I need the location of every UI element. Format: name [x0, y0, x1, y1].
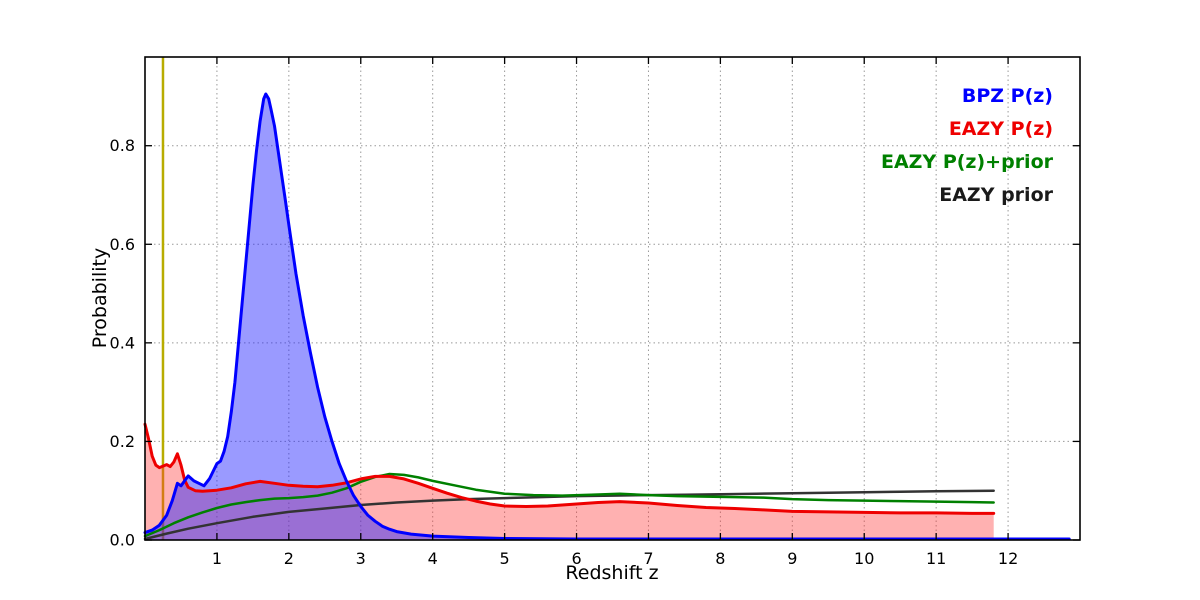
x-tick-label: 6 [571, 549, 581, 568]
series-fill-bpz-p-z [145, 94, 1070, 540]
x-tick-label: 1 [212, 549, 222, 568]
series-line-bpz-p-z [143, 92, 1071, 541]
legend-entry-bpz-p-z: BPZ P(z) [961, 85, 1053, 107]
series-line-eazy-prior [143, 489, 995, 541]
y-tick-label: 0.2 [110, 432, 135, 451]
x-tick-label: 2 [284, 549, 294, 568]
y-tick-label: 0.6 [110, 235, 135, 254]
x-tick-label: 9 [787, 549, 797, 568]
legend-entry-eazy-p-z-prior: EAZY P(z)+prior [880, 151, 1053, 173]
legend: BPZ P(z) EAZY P(z) EAZY P(z)+prior EAZY pri… [881, 80, 1053, 212]
x-axis-title: Redshift z [565, 562, 659, 584]
series-line-eazy-p-z-prior [143, 472, 995, 538]
x-tick-label: 8 [715, 549, 725, 568]
x-tick-label: 11 [926, 549, 946, 568]
y-tick-label: 0.4 [110, 333, 135, 352]
x-tick-label: 10 [854, 549, 874, 568]
x-tick-label: 4 [428, 549, 438, 568]
x-tick-label: 12 [998, 549, 1018, 568]
axes-frame [144, 56, 1081, 541]
x-tick-label: 3 [356, 549, 366, 568]
y-tick-label: 0.8 [110, 136, 135, 155]
legend-entry-eazy-prior: EAZY prior [939, 184, 1053, 206]
x-tick-label: 5 [500, 549, 510, 568]
y-axis-title: Probability [89, 247, 111, 349]
legend-entry-eazy-p-z: EAZY P(z) [948, 118, 1053, 140]
x-tick-label: 7 [643, 549, 653, 568]
y-tick-label: 0.0 [110, 531, 135, 550]
series-line-eazy-p-z [143, 422, 996, 515]
